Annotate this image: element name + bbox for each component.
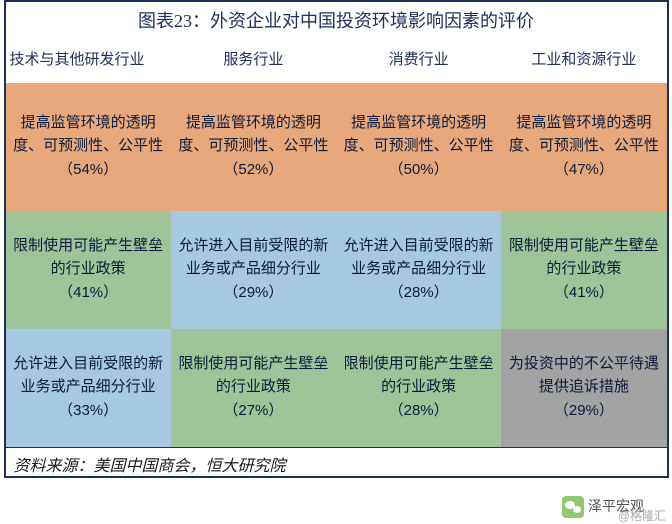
source-text: 资料来源：美国中国商会，恒大研究院 [6, 447, 667, 476]
table-cell: 允许进入目前受限的新业务或产品细分行业 （28%） [336, 211, 501, 329]
table-cell: 限制使用可能产生壁垒的行业政策 （41%） [501, 211, 666, 329]
col-header: 工业和资源行业 [501, 38, 666, 83]
col-header: 服务行业 [171, 38, 336, 83]
cell-pct: （28%） [389, 282, 449, 305]
col-header: 技术与其他研发行业 [6, 38, 171, 83]
table-cell: 限制使用可能产生壁垒的行业政策 （28%） [336, 329, 501, 447]
table-cell: 为投资中的不公平待遇提供追诉措施 （29%） [501, 329, 666, 447]
table-cell: 提高监管环境的透明度、可预测性、公平性 （47%） [501, 83, 666, 211]
cell-text: 允许进入目前受限的新业务或产品细分行业 [12, 353, 165, 398]
table-grid: 技术与其他研发行业 服务行业 消费行业 工业和资源行业 [6, 38, 667, 83]
cell-pct: （27%） [223, 400, 283, 423]
cell-pct: （47%） [554, 159, 614, 182]
cell-text: 提高监管环境的透明度、可预测性、公平性 [507, 112, 660, 157]
wechat-icon [562, 496, 584, 518]
chart-title: 图表23：外资企业对中国投资环境影响因素的评价 [6, 2, 667, 38]
cell-pct: （29%） [223, 282, 283, 305]
table-cell: 提高监管环境的透明度、可预测性、公平性 （54%） [6, 83, 171, 211]
table-row: 允许进入目前受限的新业务或产品细分行业 （33%） 限制使用可能产生壁垒的行业政… [6, 329, 667, 447]
cell-text: 允许进入目前受限的新业务或产品细分行业 [342, 235, 495, 280]
cell-text: 限制使用可能产生壁垒的行业政策 [342, 353, 495, 398]
cell-text: 提高监管环境的透明度、可预测性、公平性 [12, 112, 165, 157]
table-cell: 允许进入目前受限的新业务或产品细分行业 （29%） [171, 211, 336, 329]
chart-frame: 图表23：外资企业对中国投资环境影响因素的评价 技术与其他研发行业 服务行业 消… [4, 0, 669, 478]
cell-text: 提高监管环境的透明度、可预测性、公平性 [342, 112, 495, 157]
cell-pct: （33%） [58, 400, 118, 423]
table-row: 限制使用可能产生壁垒的行业政策 （41%） 允许进入目前受限的新业务或产品细分行… [6, 211, 667, 329]
table-cell: 允许进入目前受限的新业务或产品细分行业 （33%） [6, 329, 171, 447]
cell-pct: （29%） [554, 400, 614, 423]
cell-text: 限制使用可能产生壁垒的行业政策 [177, 353, 330, 398]
watermark-text: @格隆汇 [618, 507, 666, 524]
cell-text: 为投资中的不公平待遇提供追诉措施 [507, 353, 660, 398]
cell-pct: （41%） [58, 282, 118, 305]
cell-pct: （50%） [389, 159, 449, 182]
table-cell: 限制使用可能产生壁垒的行业政策 （41%） [6, 211, 171, 329]
cell-text: 限制使用可能产生壁垒的行业政策 [12, 235, 165, 280]
cell-text: 允许进入目前受限的新业务或产品细分行业 [177, 235, 330, 280]
cell-pct: （28%） [389, 400, 449, 423]
cell-text: 提高监管环境的透明度、可预测性、公平性 [177, 112, 330, 157]
cell-pct: （41%） [554, 282, 614, 305]
col-header: 消费行业 [336, 38, 501, 83]
table-cell: 提高监管环境的透明度、可预测性、公平性 （52%） [171, 83, 336, 211]
cell-text: 限制使用可能产生壁垒的行业政策 [507, 235, 660, 280]
cell-pct: （54%） [58, 159, 118, 182]
table-cell: 限制使用可能产生壁垒的行业政策 （27%） [171, 329, 336, 447]
cell-pct: （52%） [223, 159, 283, 182]
table-row: 提高监管环境的透明度、可预测性、公平性 （54%） 提高监管环境的透明度、可预测… [6, 83, 667, 211]
table-cell: 提高监管环境的透明度、可预测性、公平性 （50%） [336, 83, 501, 211]
